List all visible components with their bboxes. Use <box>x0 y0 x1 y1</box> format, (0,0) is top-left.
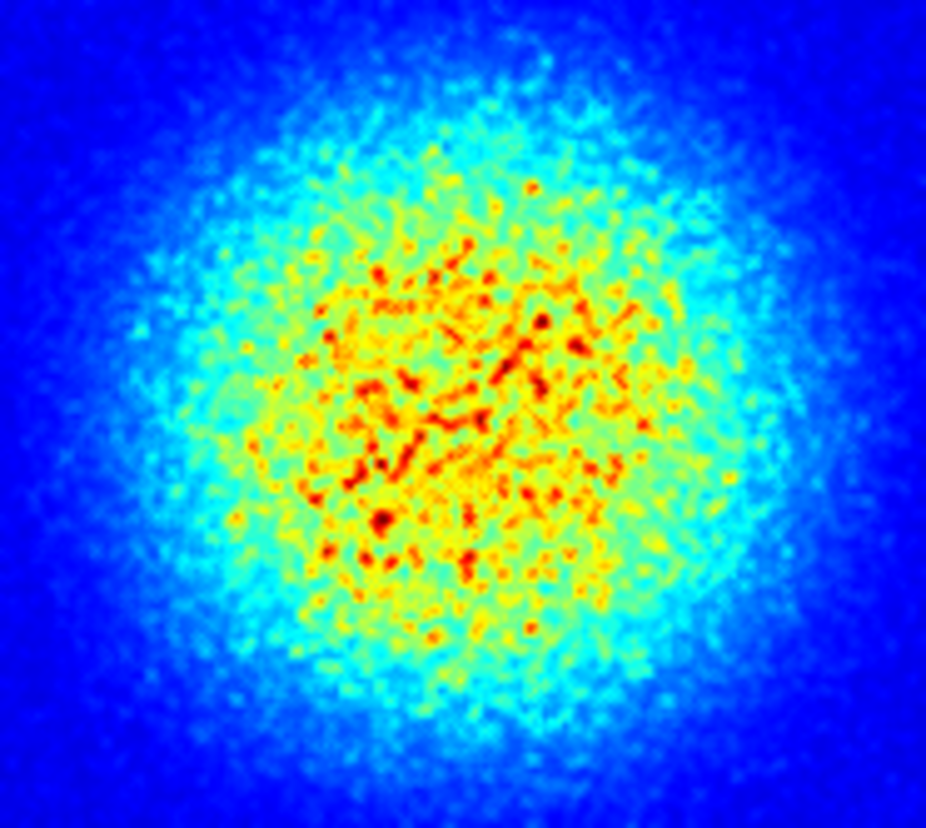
speckle-intensity-image <box>0 0 926 828</box>
